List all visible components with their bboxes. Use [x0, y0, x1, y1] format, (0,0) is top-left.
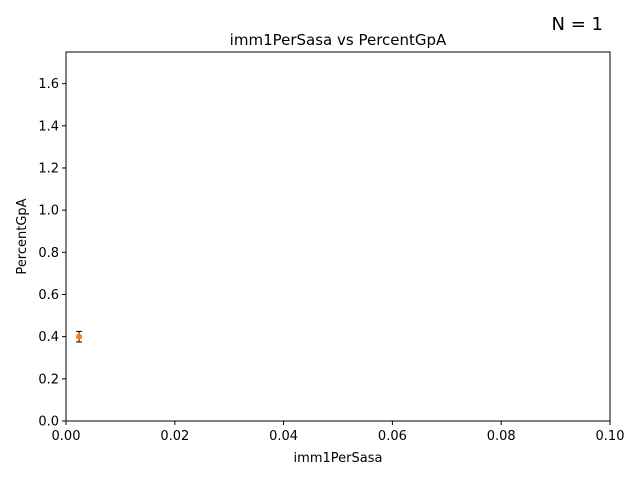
- y-tick-label: 1.0: [38, 204, 59, 219]
- x-tick-label: 0.00: [52, 429, 81, 444]
- y-tick-label: 1.2: [38, 161, 59, 176]
- data-point: [76, 333, 83, 340]
- x-tick-label: 0.06: [378, 429, 407, 444]
- y-tick-label: 1.6: [38, 77, 59, 92]
- y-tick-label: 0.0: [38, 415, 59, 430]
- y-axis-label: PercentGpA: [15, 198, 30, 274]
- x-axis-label: imm1PerSasa: [294, 451, 383, 466]
- data-points: [76, 330, 83, 343]
- y-tick-label: 0.6: [38, 288, 59, 303]
- x-tick-label: 0.02: [160, 429, 189, 444]
- x-tick-label: 0.04: [269, 429, 298, 444]
- sample-count-annotation: N = 1: [552, 14, 603, 35]
- x-tick-label: 0.10: [596, 429, 625, 444]
- y-tick-label: 1.4: [38, 119, 59, 134]
- x-axis-ticks: 0.00 0.02 0.04 0.06 0.08 0.10: [52, 421, 625, 444]
- chart-title: imm1PerSasa vs PercentGpA: [230, 31, 447, 49]
- y-tick-label: 0.4: [38, 330, 59, 345]
- y-tick-label: 0.8: [38, 246, 59, 261]
- plot-frame: [65, 51, 611, 422]
- y-tick-label: 0.2: [38, 372, 59, 387]
- x-tick-label: 0.08: [487, 429, 516, 444]
- y-axis-ticks: 0.0 0.2 0.4 0.6 0.8 1.0 1.2 1.4 1.6: [38, 77, 66, 430]
